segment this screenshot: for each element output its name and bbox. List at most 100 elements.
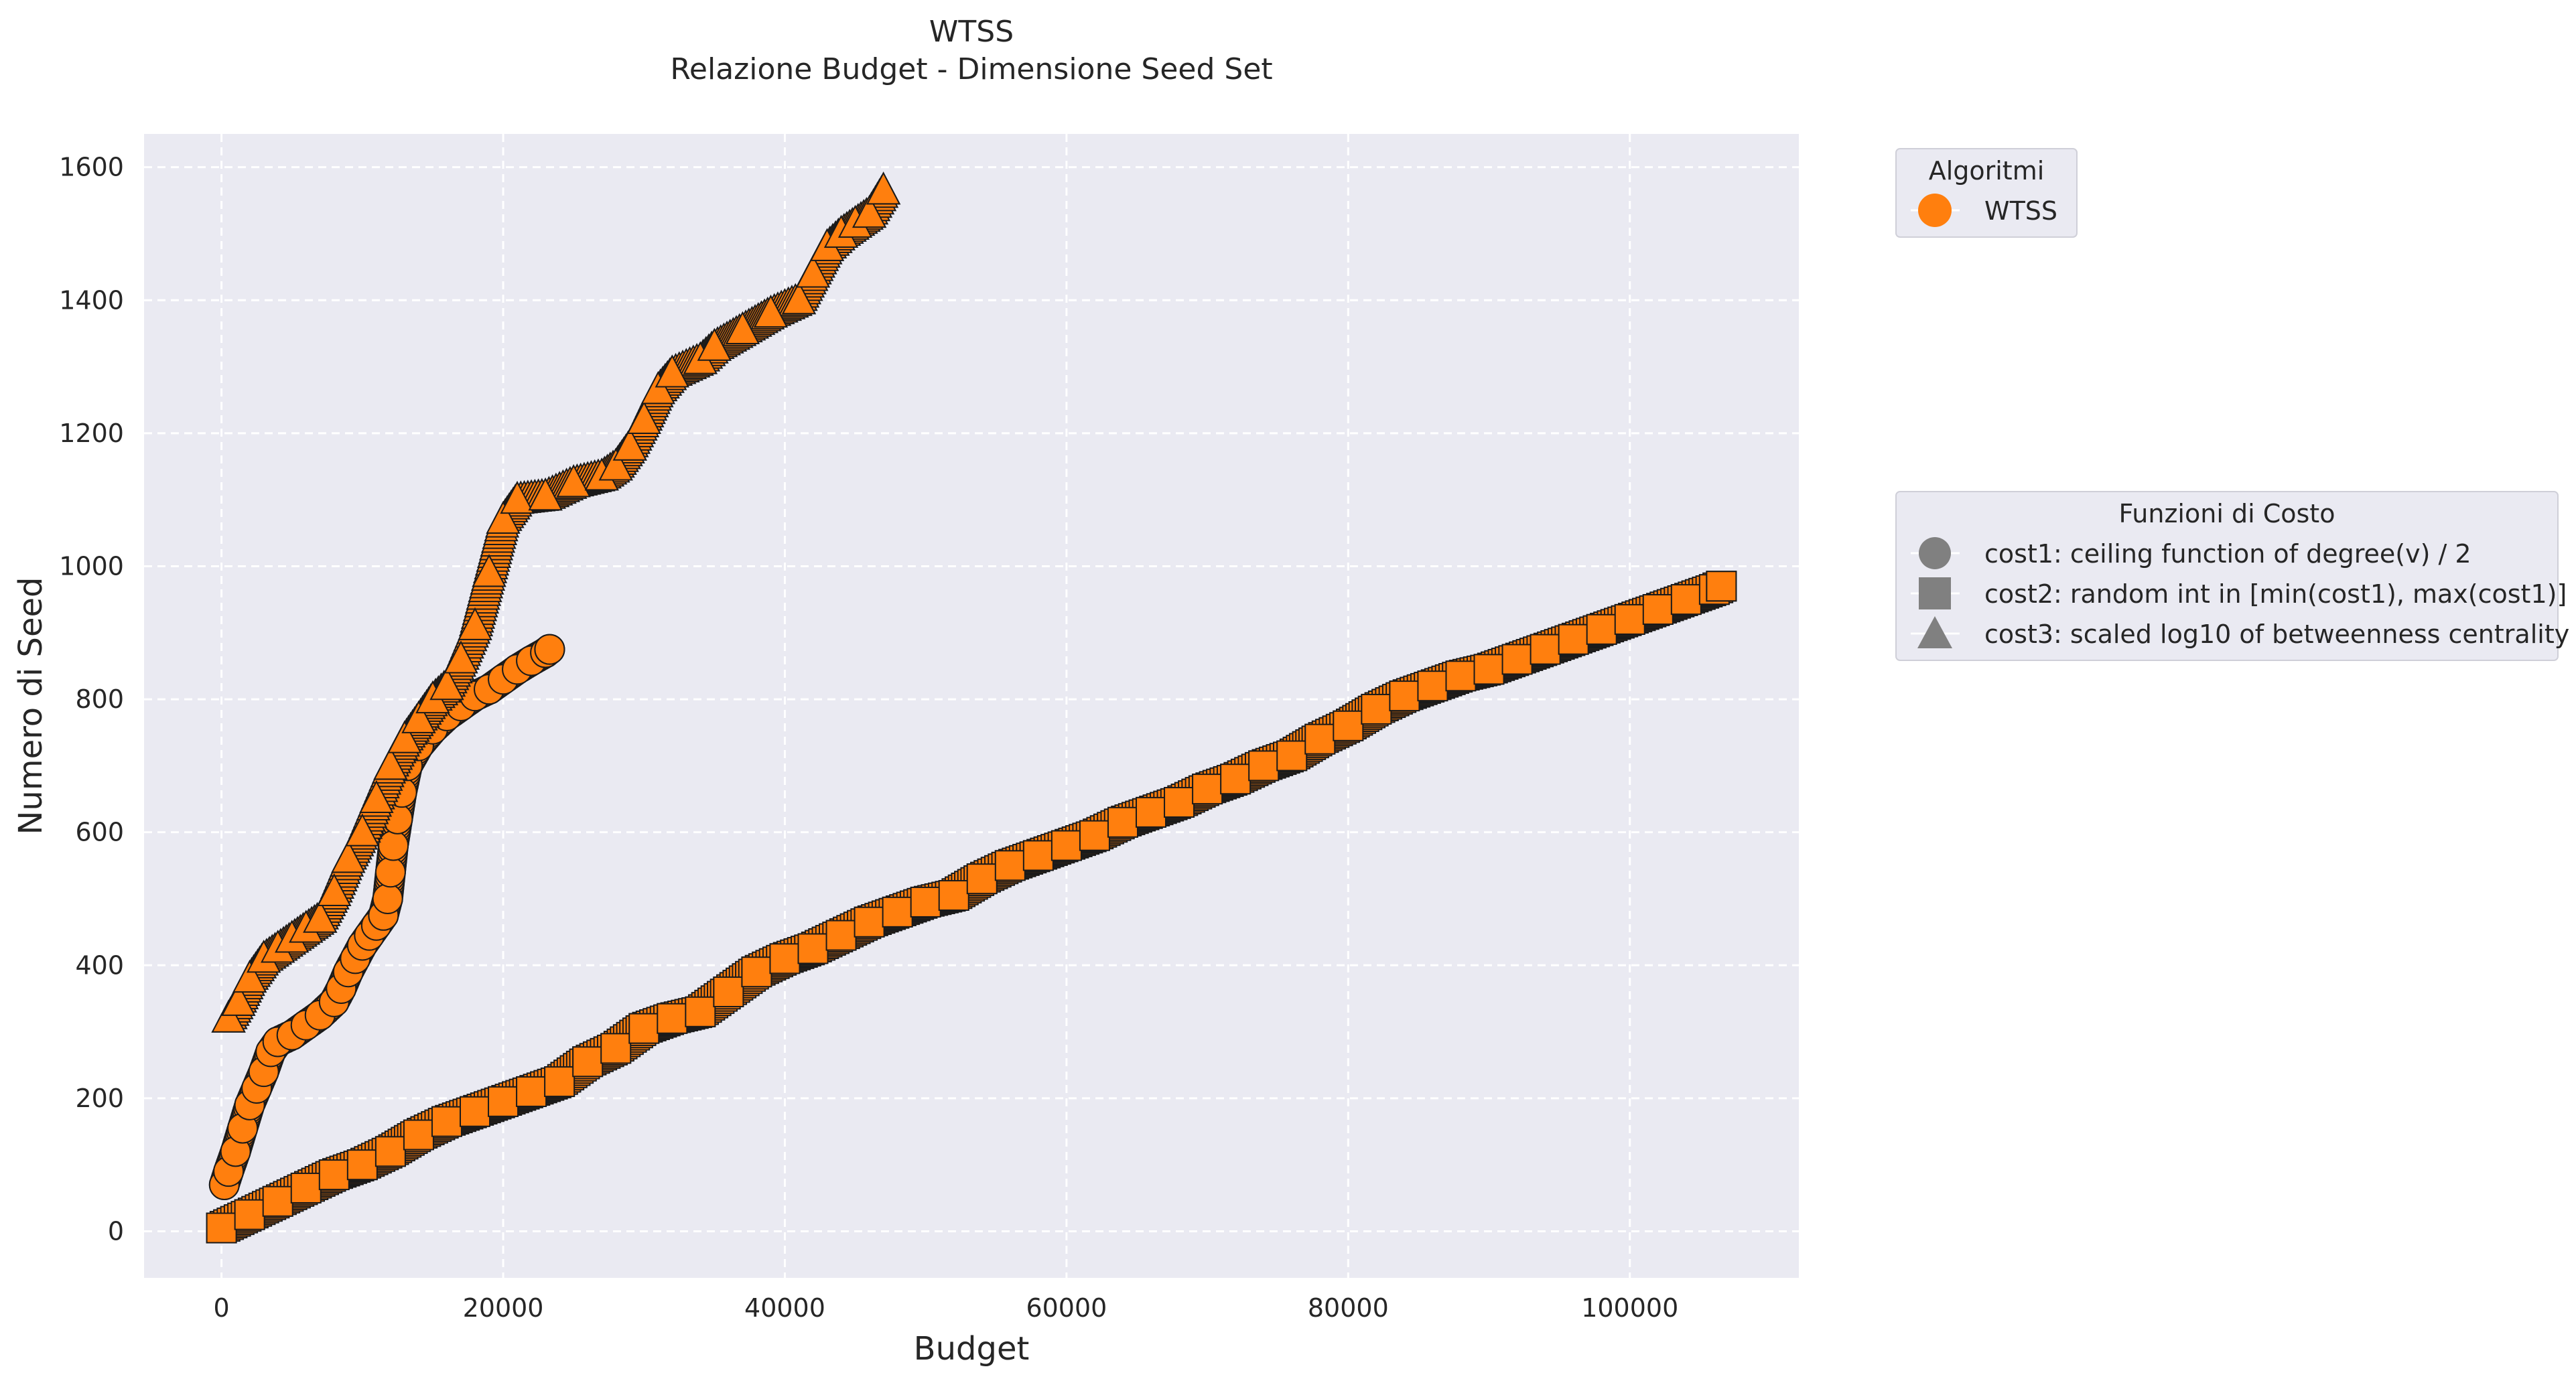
square-point [488, 1086, 519, 1117]
square-point [262, 1185, 293, 1217]
square-point [1276, 740, 1308, 772]
square-point [346, 1149, 378, 1181]
square-point [825, 920, 857, 951]
legend-wtss-marker [1918, 194, 1952, 227]
triangle-point [655, 354, 689, 388]
legend-cost2-square-icon [1919, 577, 1951, 609]
square-point [741, 956, 772, 988]
y-tick-label: 200 [75, 1084, 124, 1113]
x-tick-label: 0 [214, 1293, 230, 1323]
square-point [1614, 603, 1645, 635]
triangle-point [486, 500, 521, 534]
triangle-point [387, 720, 422, 753]
square-point [854, 906, 885, 938]
square-point [628, 1013, 660, 1044]
square-point [290, 1172, 322, 1204]
circle-point [375, 857, 406, 888]
square-point [713, 976, 744, 1007]
y-tick-label: 1200 [59, 419, 124, 448]
x-tick-label: 100000 [1581, 1293, 1678, 1323]
triangle-point [345, 813, 380, 847]
legend-cost3-label: cost3: scaled log10 of betweenness centr… [1984, 619, 2569, 649]
triangle-point [556, 464, 591, 498]
square-point [1248, 750, 1280, 782]
triangle-point [697, 327, 732, 361]
square-point-final [1706, 571, 1737, 602]
square-point [994, 850, 1026, 881]
square-point [318, 1159, 350, 1191]
legend-costs-box [1895, 491, 2559, 661]
legend-costs: Funzioni di Costo cost1: ceiling functio… [1895, 491, 2569, 661]
y-tick-label: 400 [75, 950, 124, 980]
y-tick-labels: 0 200 400 600 800 1000 1200 1400 1600 [59, 153, 124, 1246]
square-point [206, 1212, 237, 1244]
triangle-point [444, 640, 478, 674]
square-point [657, 1003, 688, 1034]
triangle-point [232, 959, 267, 993]
square-point [769, 943, 801, 974]
square-point [1192, 774, 1223, 805]
triangle-point [429, 667, 464, 701]
triangle-point [458, 607, 492, 640]
plot-area [144, 134, 1799, 1278]
square-point [1501, 644, 1533, 675]
circle-point [372, 883, 403, 914]
series-layer [206, 171, 1737, 1244]
square-point [1530, 634, 1561, 665]
square-point [600, 1033, 632, 1064]
square-point [460, 1096, 490, 1127]
legend-cost1-circle-icon [1919, 537, 1951, 569]
legend-cost3-triangle-icon [1917, 616, 1952, 648]
x-tick-label: 40000 [744, 1293, 825, 1323]
x-tick-label: 20000 [463, 1293, 544, 1323]
square-point [1473, 654, 1505, 685]
y-tick-label: 800 [75, 684, 124, 714]
legend-algorithms-title: Algoritmi [1929, 156, 2045, 186]
square-point [882, 896, 913, 928]
square-point [572, 1046, 604, 1078]
square-point [938, 880, 969, 912]
legend-algorithms: Algoritmi WTSS [1895, 148, 2078, 238]
y-tick-label: 1600 [59, 153, 124, 182]
triangle-point [500, 481, 535, 514]
triangle-point [598, 447, 633, 481]
triangle-point [317, 873, 352, 907]
triangle-point [373, 747, 408, 780]
square-point [1361, 693, 1392, 725]
triangle-point [725, 311, 760, 344]
square-point [1164, 786, 1195, 818]
triangle-point [303, 899, 338, 933]
legend-cost1-label: cost1: ceiling function of degree(v) / 2 [1984, 539, 2471, 569]
legend-costs-title: Funzioni di Costo [2119, 499, 2335, 528]
square-point [1333, 710, 1364, 741]
triangle-point [612, 427, 647, 461]
triangle-point [795, 254, 831, 288]
square-point [1220, 763, 1251, 795]
triangle-point [472, 554, 506, 587]
x-tick-label: 60000 [1026, 1293, 1107, 1323]
y-tick-label: 0 [108, 1216, 124, 1246]
square-point [1079, 820, 1110, 851]
square-point [403, 1119, 434, 1151]
circle-point-final [534, 634, 565, 665]
triangle-point-final [866, 171, 901, 205]
square-point [375, 1136, 406, 1167]
square-point [1642, 594, 1674, 626]
square-point [431, 1106, 462, 1137]
circle-point [378, 830, 409, 861]
square-point [966, 863, 998, 895]
chart-subtitle: Relazione Budget - Dimensione Seed Set [670, 52, 1272, 86]
square-point [1558, 624, 1589, 655]
chart-title: WTSS [929, 15, 1014, 49]
y-tick-label: 1400 [59, 285, 124, 315]
square-point [1107, 806, 1138, 838]
square-point [516, 1076, 547, 1107]
square-point [1670, 584, 1702, 615]
square-point [234, 1199, 265, 1230]
triangle-point [401, 700, 436, 733]
x-axis-label: Budget [914, 1330, 1030, 1368]
x-tick-label: 80000 [1308, 1293, 1389, 1323]
square-point [1136, 796, 1167, 828]
square-point [1586, 613, 1617, 645]
